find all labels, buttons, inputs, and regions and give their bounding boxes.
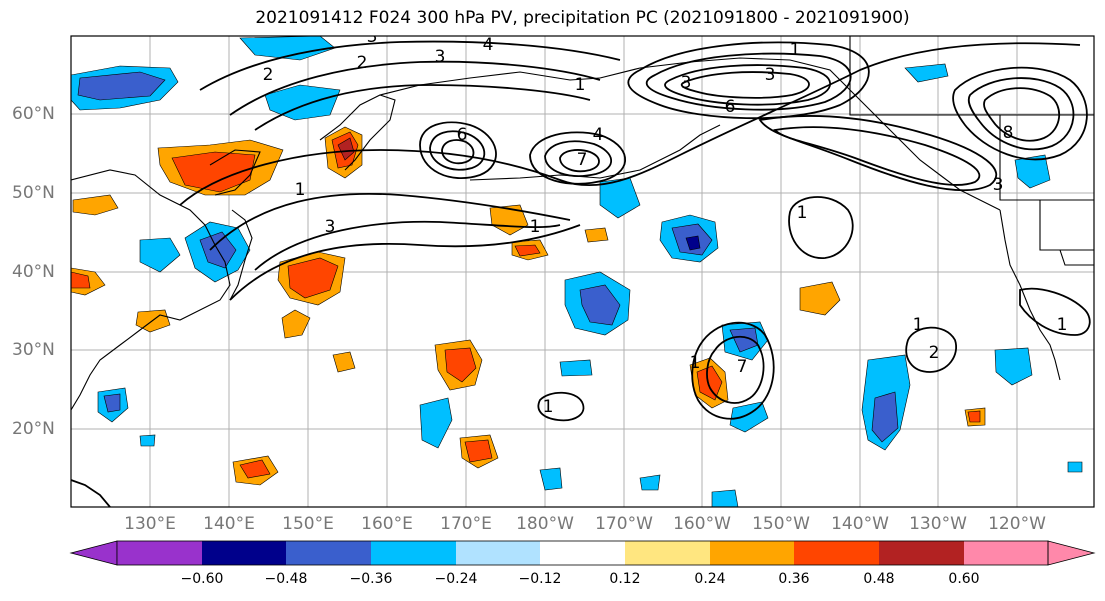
contour-label: 7 [577, 150, 588, 170]
asia-coast [71, 169, 231, 411]
contour-label: 6 [457, 125, 468, 145]
colorbar-extend-high [1047, 540, 1096, 566]
pv-contour-1 [179, 42, 1081, 206]
colorbar-tick-label: 0.24 [694, 571, 726, 587]
colorbar-frame [116, 540, 1049, 566]
contour-label: 1 [530, 217, 541, 237]
kamchatka-coast [319, 94, 396, 171]
contour-label: 1 [575, 75, 586, 95]
lat-label: 40°N [12, 262, 55, 282]
lon-label: 160°W [673, 514, 731, 534]
lon-label: 130°W [909, 514, 967, 534]
contour-label: 3 [993, 175, 1004, 195]
contour-label: 2 [263, 65, 274, 85]
colorbar-tick-label: −0.60 [180, 571, 224, 587]
lat-label: 50°N [12, 183, 55, 203]
colorbar-extend-low [69, 540, 118, 566]
contour-label: 1 [790, 40, 801, 60]
contour-label: 3 [367, 27, 378, 47]
contour-label: 4 [483, 35, 494, 55]
contour-label: 1 [295, 180, 306, 200]
contour-label: 7 [737, 357, 748, 377]
contour-labels: 2 2 3 4 3 1 3 1 4 6 7 1 3 6 1 3 8 3 1 1 … [263, 27, 1068, 417]
colorbar-tick-label: 0.36 [778, 571, 810, 587]
contour-label: 3 [435, 47, 446, 67]
colorbar-tick-label: −0.36 [349, 571, 393, 587]
contour-label: 8 [1003, 123, 1014, 143]
colorbar-tick-label: 0.48 [863, 571, 895, 587]
contour-label: 4 [593, 125, 604, 145]
lon-label: 160°E [361, 514, 413, 534]
figure-title: 2021091412 F024 300 hPa PV, precipitatio… [255, 8, 910, 28]
contour-label: 1 [797, 203, 808, 223]
colorbar [69, 540, 1096, 566]
precip-shading [71, 36, 1083, 507]
lon-label: 170°E [440, 514, 492, 534]
map-frame [70, 35, 1095, 508]
contour-label: 3 [681, 73, 692, 93]
pv-contours [71, 40, 1091, 507]
lat-label: 20°N [12, 419, 55, 439]
lon-label: 150°E [282, 514, 334, 534]
lon-label: 180°W [516, 514, 574, 534]
lat-label: 30°N [12, 340, 55, 360]
colorbar-tick-label: 0.60 [948, 571, 980, 587]
lon-label: 170°W [595, 514, 653, 534]
contour-label: 6 [725, 97, 736, 117]
lon-label: 140°W [831, 514, 889, 534]
lon-label: 130°E [124, 514, 176, 534]
america-coast [999, 209, 1061, 381]
lon-label: 140°E [203, 514, 255, 534]
contour-label: 2 [929, 343, 940, 363]
contour-label: 1 [913, 315, 924, 335]
contour-label: 1 [1057, 315, 1068, 335]
lat-label: 60°N [12, 104, 55, 124]
contour-label: 2 [357, 53, 368, 73]
lon-label: 120°W [988, 514, 1046, 534]
colorbar-tick-label: −0.48 [264, 571, 308, 587]
colorbar-tick-label: 0.12 [609, 571, 641, 587]
map-area: 2 2 3 4 3 1 3 1 4 6 7 1 3 6 1 3 8 3 1 1 … [71, 27, 1094, 507]
contour-label: 3 [765, 65, 776, 85]
colorbar-tick-label: −0.12 [518, 571, 562, 587]
contour-label: 1 [690, 353, 701, 373]
contour-label: 3 [325, 217, 336, 237]
contour-label: 1 [543, 397, 554, 417]
lon-label: 150°W [752, 514, 810, 534]
colorbar-tick-label: −0.24 [434, 571, 478, 587]
